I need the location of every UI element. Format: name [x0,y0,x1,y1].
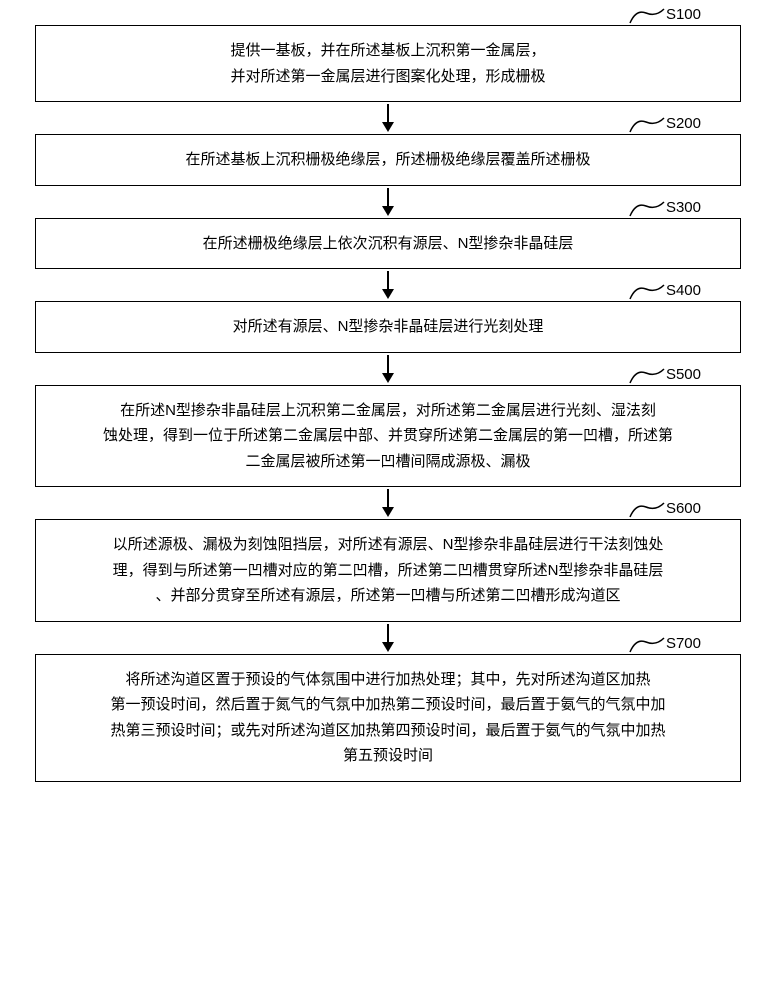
step-text-line: 对所述有源层、N型掺杂非晶硅层进行光刻处理 [66,314,710,340]
step-label-text: S100 [666,6,701,23]
step-text-line: 将所述沟道区置于预设的气体氛围中进行加热处理；其中，先对所述沟道区加热 [66,667,710,693]
step-text-line: 第一预设时间，然后置于氮气的气氛中加热第二预设时间，最后置于氨气的气氛中加 [66,692,710,718]
step-text-line: 在所述栅极绝缘层上依次沉积有源层、N型掺杂非晶硅层 [66,231,710,257]
step-label: S200 [622,112,701,132]
flowchart-step: S700将所述沟道区置于预设的气体氛围中进行加热处理；其中，先对所述沟道区加热第… [35,654,741,782]
step-box: 以所述源极、漏极为刻蚀阻挡层，对所述有源层、N型掺杂非晶硅层进行干法刻蚀处理，得… [35,519,741,622]
flowchart-container: S100提供一基板，并在所述基板上沉积第一金属层，并对所述第一金属层进行图案化处… [35,25,741,782]
leader-curve-icon [628,367,666,387]
step-text-line: 蚀处理，得到一位于所述第二金属层中部、并贯穿所述第二金属层的第一凹槽，所述第 [66,423,710,449]
step-label: S700 [622,632,701,652]
leader-curve-icon [628,501,666,521]
flow-arrow-icon [382,624,394,652]
step-label: S400 [622,279,701,299]
flowchart-step: S100提供一基板，并在所述基板上沉积第一金属层，并对所述第一金属层进行图案化处… [35,25,741,102]
step-text-line: 以所述源极、漏极为刻蚀阻挡层，对所述有源层、N型掺杂非晶硅层进行干法刻蚀处 [66,532,710,558]
flowchart-step: S500在所述N型掺杂非晶硅层上沉积第二金属层，对所述第二金属层进行光刻、湿法刻… [35,385,741,488]
step-text-line: 在所述基板上沉积栅极绝缘层，所述栅极绝缘层覆盖所述栅极 [66,147,710,173]
flowchart-step: S300在所述栅极绝缘层上依次沉积有源层、N型掺杂非晶硅层 [35,218,741,270]
flowchart-step: S600以所述源极、漏极为刻蚀阻挡层，对所述有源层、N型掺杂非晶硅层进行干法刻蚀… [35,519,741,622]
step-box: 对所述有源层、N型掺杂非晶硅层进行光刻处理 [35,301,741,353]
leader-curve-icon [628,200,666,220]
step-label-text: S300 [666,199,701,216]
step-text-line: 在所述N型掺杂非晶硅层上沉积第二金属层，对所述第二金属层进行光刻、湿法刻 [66,398,710,424]
step-box: 在所述N型掺杂非晶硅层上沉积第二金属层，对所述第二金属层进行光刻、湿法刻蚀处理，… [35,385,741,488]
leader-curve-icon [628,116,666,136]
step-text-line: 并对所述第一金属层进行图案化处理，形成栅极 [66,64,710,90]
step-text-line: 提供一基板，并在所述基板上沉积第一金属层， [66,38,710,64]
step-text-line: 二金属层被所述第一凹槽间隔成源极、漏极 [66,449,710,475]
step-text-line: 理，得到与所述第一凹槽对应的第二凹槽，所述第二凹槽贯穿所述N型掺杂非晶硅层 [66,558,710,584]
step-text-line: 热第三预设时间；或先对所述沟道区加热第四预设时间，最后置于氨气的气氛中加热 [66,718,710,744]
step-box: 在所述栅极绝缘层上依次沉积有源层、N型掺杂非晶硅层 [35,218,741,270]
flow-arrow-icon [382,188,394,216]
flowchart-step: S200在所述基板上沉积栅极绝缘层，所述栅极绝缘层覆盖所述栅极 [35,134,741,186]
flow-arrow-icon [382,489,394,517]
step-text-line: 、并部分贯穿至所述有源层，所述第一凹槽与所述第二凹槽形成沟道区 [66,583,710,609]
step-box: 在所述基板上沉积栅极绝缘层，所述栅极绝缘层覆盖所述栅极 [35,134,741,186]
flow-arrow-icon [382,271,394,299]
leader-curve-icon [628,283,666,303]
flowchart-step: S400对所述有源层、N型掺杂非晶硅层进行光刻处理 [35,301,741,353]
step-box: 提供一基板，并在所述基板上沉积第一金属层，并对所述第一金属层进行图案化处理，形成… [35,25,741,102]
step-label-text: S400 [666,282,701,299]
step-label-text: S500 [666,366,701,383]
flow-arrow-icon [382,355,394,383]
leader-curve-icon [628,7,666,27]
leader-curve-icon [628,636,666,656]
flow-arrow-icon [382,104,394,132]
step-label-text: S600 [666,500,701,517]
step-text-line: 第五预设时间 [66,743,710,769]
step-label: S500 [622,363,701,383]
step-label: S100 [622,3,701,23]
step-label-text: S200 [666,115,701,132]
step-label: S300 [622,196,701,216]
step-label-text: S700 [666,635,701,652]
step-label: S600 [622,497,701,517]
step-box: 将所述沟道区置于预设的气体氛围中进行加热处理；其中，先对所述沟道区加热第一预设时… [35,654,741,782]
